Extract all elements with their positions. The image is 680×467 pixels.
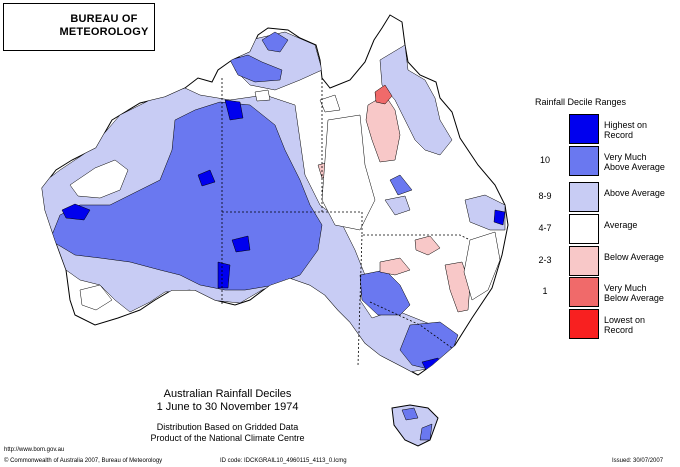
legend-code: 2-3 [538, 255, 552, 265]
legend-item-lowest: Lowest on Record [535, 309, 675, 339]
legend-label: Very Much Below Average [604, 283, 674, 303]
legend-swatch-below [569, 246, 599, 276]
tasmania-highest-area [401, 407, 419, 421]
footer-id-code: ID code: IDCKGRAIL10_4960115_4113_0.lcmg [220, 458, 347, 464]
legend-code: 10 [539, 155, 550, 165]
legend-item-above: 8-9 Above Average [535, 182, 675, 212]
legend-label-line2: Record [604, 325, 634, 335]
legend-swatch-highest [569, 114, 599, 144]
legend-label-line2: Above Average [604, 162, 665, 172]
logo-line2: METEOROLOGY [59, 26, 149, 38]
very-much-below-average-areas [374, 84, 393, 105]
map-subtitle-line1: Distribution Based on Gridded Data [156, 422, 299, 432]
legend-label: Lowest on Record [604, 315, 674, 335]
map-subtitle-line2: Product of the National Climate Centre [150, 433, 305, 443]
state-borders [221, 78, 471, 366]
legend-label-line1: Lowest on [604, 315, 646, 325]
map-title-line2: 1 June to 30 November 1974 [156, 401, 299, 413]
legend-item-very-much-above: 10 Very Much Above Average [535, 146, 675, 176]
tasmania-east-area [419, 423, 433, 441]
legend-swatch-average [569, 214, 599, 244]
legend-swatch-lowest [569, 309, 599, 339]
legend-label: Below Average [604, 252, 674, 262]
map-title: Australian Rainfall Deciles 1 June to 30… [120, 388, 335, 414]
legend-label-line1: Average [604, 220, 638, 230]
footer-copyright: © Commonwealth of Australia 2007, Bureau… [4, 458, 163, 464]
legend-label: Above Average [604, 188, 674, 198]
legend-item-highest: Highest on Record [535, 114, 675, 144]
legend-swatch-very-much-above [569, 146, 599, 176]
legend-code: 4-7 [538, 223, 552, 233]
legend-label-line2: Record [604, 130, 634, 140]
footer-issued: Issued: 30/07/2007 [612, 458, 664, 464]
average-islands [69, 89, 501, 311]
legend-item-very-much-below: 1 Very Much Below Average [535, 277, 675, 307]
legend-label-line1: Highest on [604, 120, 648, 130]
legend-code: 1 [542, 286, 548, 296]
legend-label-line1: Above Average [604, 188, 665, 198]
map-subtitle: Distribution Based on Gridded Data Produ… [120, 422, 335, 444]
legend-swatch-very-much-below [569, 277, 599, 307]
bureau-logo-text: BUREAU OF METEOROLOGY [56, 13, 152, 39]
legend-item-average: 4-7 Average [535, 214, 675, 244]
legend-label-line1: Very Much [604, 152, 647, 162]
legend-code: 8-9 [538, 191, 552, 201]
legend-label: Very Much Above Average [604, 152, 674, 172]
legend-label-line1: Very Much [604, 283, 647, 293]
legend-label-line1: Below Average [604, 252, 664, 262]
bureau-logo: BUREAU OF METEOROLOGY [3, 3, 155, 51]
legend-label: Average [604, 220, 674, 230]
legend-label-line2: Below Average [604, 293, 664, 303]
footer-url[interactable]: http://www.bom.gov.au [4, 447, 65, 453]
legend-item-below: 2-3 Below Average [535, 246, 675, 276]
legend-title: Rainfall Decile Ranges [535, 97, 627, 107]
logo-line1: BUREAU OF [70, 13, 138, 25]
legend-swatch-above [569, 182, 599, 212]
legend-label: Highest on Record [604, 120, 674, 140]
map-title-line1: Australian Rainfall Deciles [163, 388, 292, 400]
below-average-areas [317, 94, 471, 313]
